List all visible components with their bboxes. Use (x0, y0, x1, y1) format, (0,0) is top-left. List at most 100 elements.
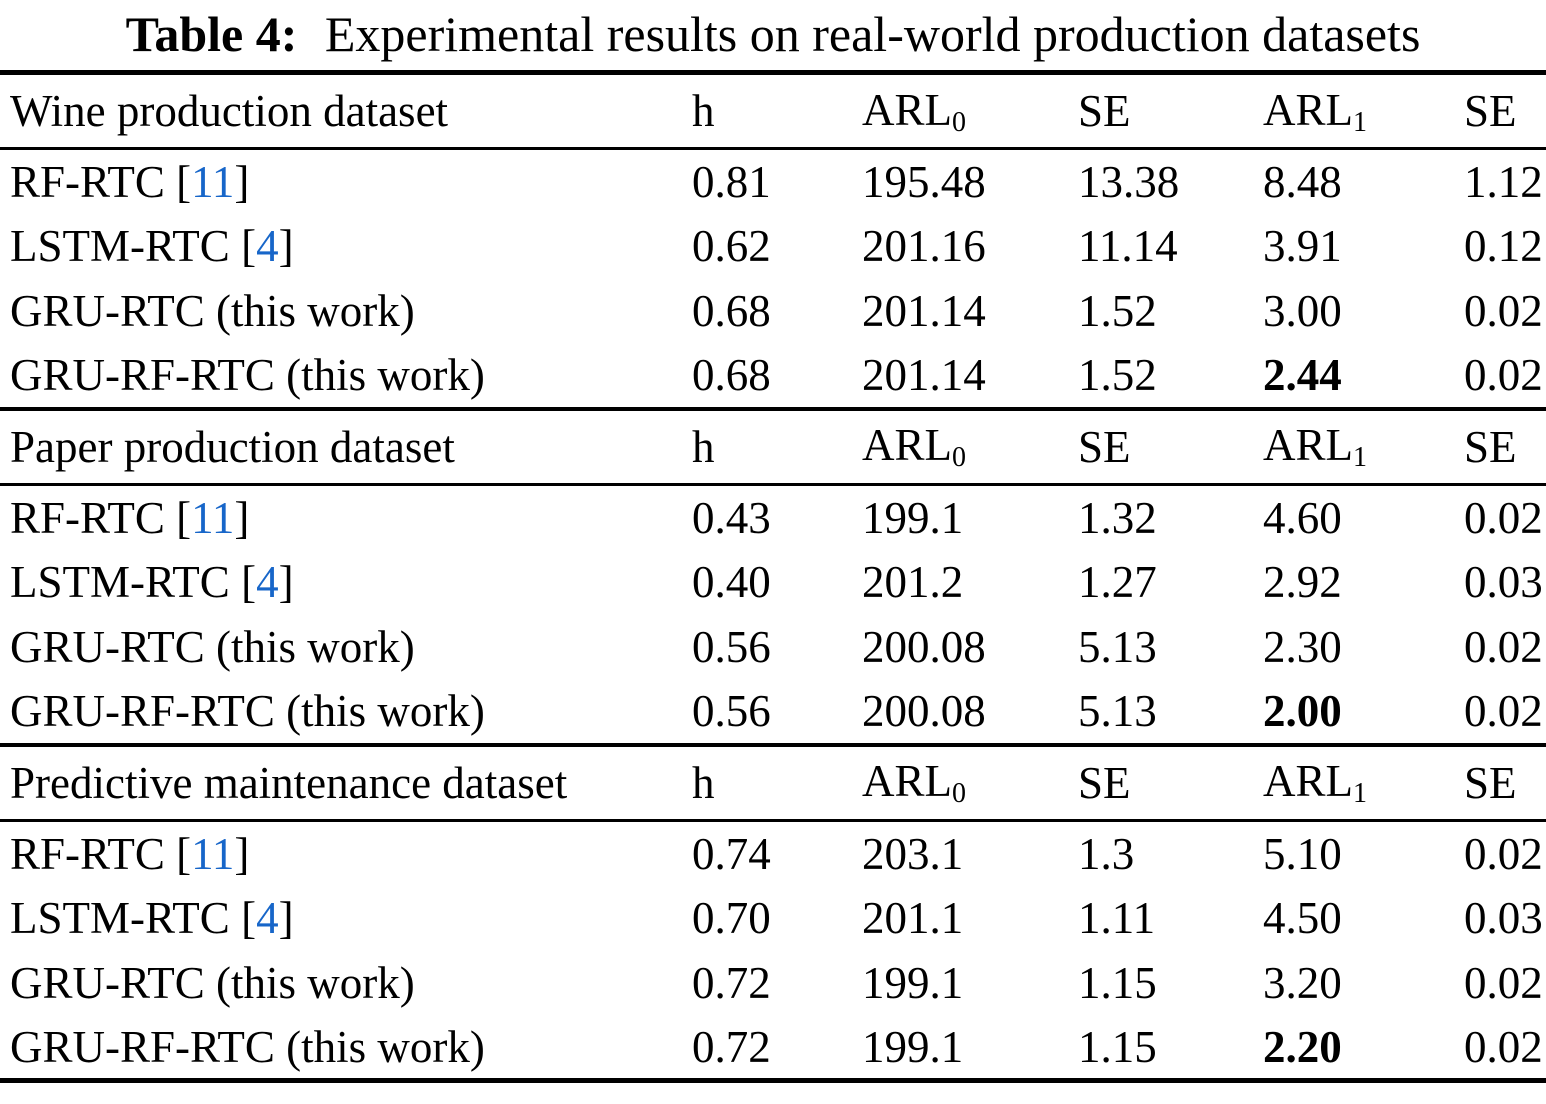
se1-value: 0.02 (1464, 286, 1543, 336)
citation-link[interactable]: 4 (256, 221, 279, 271)
se1-value: 0.02 (1464, 350, 1543, 400)
method-cell: GRU-RTC (this work) (10, 958, 415, 1008)
citation-link[interactable]: 11 (191, 156, 235, 207)
citation-link[interactable]: 4 (256, 557, 279, 607)
h-value: 0.40 (692, 557, 771, 607)
se0-value: 1.32 (1078, 492, 1157, 543)
arl0-value: 199.1 (862, 958, 964, 1008)
se1-value: 0.12 (1464, 221, 1543, 271)
se0-value: 1.11 (1078, 893, 1156, 943)
table-row: GRU-RTC (this work) 0.72 199.1 1.15 3.20… (0, 951, 1546, 1016)
table-row: RF-RTC [11] 0.81 195.48 13.38 8.48 1.12 (0, 149, 1546, 214)
table-row: GRU-RF-RTC (this work) 0.68 201.14 1.52 … (0, 344, 1546, 409)
arl0-subscript: 0 (952, 106, 966, 138)
se1-value: 1.12 (1464, 156, 1543, 207)
arl0-value: 201.2 (862, 557, 964, 607)
arl1-value: 3.20 (1263, 958, 1342, 1008)
se1-value: 0.02 (1464, 622, 1543, 672)
arl1-value: 5.10 (1263, 828, 1342, 879)
h-value: 0.43 (692, 492, 771, 543)
method-cell: RF-RTC [11] (10, 492, 250, 543)
table-row: GRU-RTC (this work) 0.68 201.14 1.52 3.0… (0, 279, 1546, 344)
h-value: 0.81 (692, 156, 771, 207)
h-value: 0.72 (692, 958, 771, 1008)
col-header-se: SE (1078, 757, 1131, 808)
arl1-value: 2.92 (1263, 557, 1342, 607)
arl0-value: 203.1 (862, 828, 964, 879)
h-value: 0.68 (692, 286, 771, 336)
se0-value: 5.13 (1078, 686, 1157, 736)
col-header-arl1: ARL1 (1263, 756, 1367, 810)
h-value: 0.62 (692, 221, 771, 271)
table-row: RF-RTC [11] 0.74 203.1 1.3 5.10 0.02 (0, 821, 1546, 886)
arl0-value: 200.08 (862, 622, 986, 672)
arl0-value: 199.1 (862, 492, 964, 543)
se0-value: 13.38 (1078, 156, 1180, 207)
arl0-subscript: 0 (952, 442, 966, 474)
arl1-value: 2.30 (1263, 622, 1342, 672)
arl1-value: 4.60 (1263, 492, 1342, 543)
arl1-value: 8.48 (1263, 156, 1342, 207)
arl1-value: 3.91 (1263, 221, 1342, 271)
table-row: GRU-RF-RTC (this work) 0.56 200.08 5.13 … (0, 680, 1546, 745)
method-cell: RF-RTC [11] (10, 828, 250, 879)
method-cell: GRU-RF-RTC (this work) (10, 350, 485, 400)
se0-value: 1.15 (1078, 1021, 1157, 1072)
se1-value: 0.02 (1464, 828, 1543, 879)
se1-value: 0.02 (1464, 492, 1543, 543)
citation-link[interactable]: 4 (256, 893, 279, 943)
col-header-se: SE (1078, 421, 1131, 472)
se1-value: 0.03 (1464, 893, 1543, 943)
method-cell: GRU-RF-RTC (this work) (10, 1021, 485, 1072)
se1-value: 0.02 (1464, 1021, 1543, 1072)
arl1-value: 3.00 (1263, 286, 1342, 336)
arl0-value: 199.1 (862, 1021, 964, 1072)
arl1-subscript: 1 (1353, 442, 1367, 474)
method-cell: LSTM-RTC [4] (10, 221, 294, 271)
se0-value: 1.15 (1078, 958, 1157, 1008)
col-header-arl0: ARL0 (862, 420, 966, 474)
method-cell: LSTM-RTC [4] (10, 557, 294, 607)
h-value: 0.72 (692, 1021, 771, 1072)
col-header-arl1: ARL1 (1263, 420, 1367, 474)
dataset-name: Predictive maintenance dataset (10, 757, 568, 808)
citation-link[interactable]: 11 (191, 492, 235, 543)
col-header-se: SE (1464, 757, 1517, 808)
citation-link[interactable]: 11 (191, 828, 235, 879)
method-cell: GRU-RTC (this work) (10, 622, 415, 672)
section-header-row: Paper production dataset h ARL0 SE ARL1 … (0, 408, 1546, 485)
table-row: GRU-RTC (this work) 0.56 200.08 5.13 2.3… (0, 615, 1546, 680)
dataset-name: Wine production dataset (10, 86, 449, 136)
arl0-value: 195.48 (862, 156, 986, 207)
se1-value: 0.02 (1464, 958, 1543, 1008)
se1-value: 0.03 (1464, 557, 1543, 607)
table-row: LSTM-RTC [4] 0.40 201.2 1.27 2.92 0.03 (0, 550, 1546, 615)
col-header-h: h (692, 757, 715, 808)
caption-label: Table 4: (125, 6, 298, 62)
col-header-se: SE (1078, 86, 1131, 136)
method-cell: GRU-RF-RTC (this work) (10, 686, 485, 736)
arl1-subscript: 1 (1353, 106, 1367, 138)
table-row: LSTM-RTC [4] 0.70 201.1 1.11 4.50 0.03 (0, 886, 1546, 951)
h-value: 0.74 (692, 828, 771, 879)
section-header-row: Wine production dataset h ARL0 SE ARL1 S… (0, 72, 1546, 149)
arl1-subscript: 1 (1353, 778, 1367, 810)
h-value: 0.56 (692, 686, 771, 736)
arl1-value-best: 2.44 (1263, 350, 1342, 400)
table-row: GRU-RF-RTC (this work) 0.72 199.1 1.15 2… (0, 1016, 1546, 1081)
arl0-value: 201.16 (862, 221, 986, 271)
method-cell: GRU-RTC (this work) (10, 286, 415, 336)
table-caption: Table 4: Experimental results on real-wor… (0, 0, 1546, 70)
section-header-row: Predictive maintenance dataset h ARL0 SE… (0, 744, 1546, 821)
se0-value: 1.27 (1078, 557, 1157, 607)
arl0-value: 200.08 (862, 686, 986, 736)
method-cell: LSTM-RTC [4] (10, 893, 294, 943)
se1-value: 0.02 (1464, 686, 1543, 736)
se0-value: 1.52 (1078, 350, 1157, 400)
h-value: 0.68 (692, 350, 771, 400)
h-value: 0.70 (692, 893, 771, 943)
arl0-value: 201.1 (862, 893, 964, 943)
table-row: RF-RTC [11] 0.43 199.1 1.32 4.60 0.02 (0, 485, 1546, 550)
table-row: LSTM-RTC [4] 0.62 201.16 11.14 3.91 0.12 (0, 214, 1546, 279)
